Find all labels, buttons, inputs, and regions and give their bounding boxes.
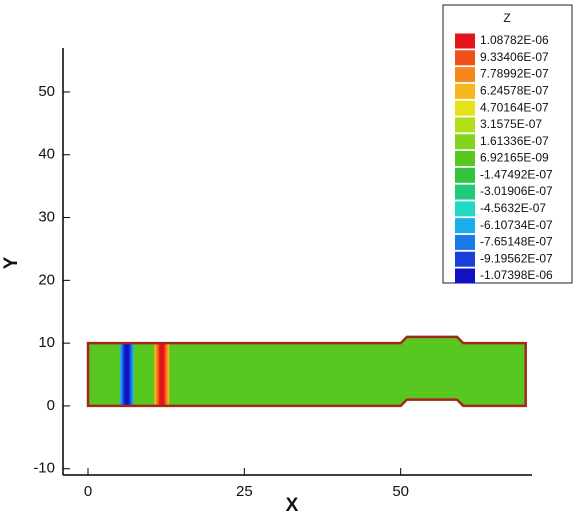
field <box>88 336 526 406</box>
legend-swatch <box>455 151 475 166</box>
legend: 1.08782E-06 9.33406E-07 7.78992E-07 6.24578… <box>455 33 553 284</box>
legend-swatch <box>455 67 475 83</box>
y-axis-label: Y <box>1 256 22 269</box>
x-axis-label: X <box>286 495 299 516</box>
legend-label: 1.08782E-06 <box>480 33 549 47</box>
legend-label: 1.61336E-07 <box>480 134 549 148</box>
legend-swatch <box>455 184 475 200</box>
legend-label: 3.1575E-07 <box>480 117 542 131</box>
y-tick-label: 50 <box>38 83 55 100</box>
legend-swatch <box>455 50 475 66</box>
legend-swatch <box>455 218 475 234</box>
y-tick-label: 30 <box>38 209 55 226</box>
legend-swatch <box>455 201 475 217</box>
legend-swatch <box>455 134 475 150</box>
x-tick-label: 0 <box>84 483 92 500</box>
y-tick-label: 10 <box>38 334 55 351</box>
legend-label: -1.07398E-06 <box>480 268 553 282</box>
stripe <box>124 336 130 406</box>
legend-swatch <box>455 83 475 99</box>
legend-swatch <box>455 251 475 267</box>
legend-label: -3.01906E-07 <box>480 184 553 198</box>
legend-swatch <box>455 117 475 133</box>
stripes <box>119 336 170 406</box>
y-tick-label: 40 <box>38 146 55 163</box>
y-tick-label: 20 <box>38 271 55 288</box>
legend-label: 7.78992E-07 <box>480 67 549 81</box>
y-tick-label: -10 <box>33 460 55 477</box>
legend-swatch <box>455 167 475 183</box>
legend-swatch <box>455 268 475 284</box>
legend-label: 9.33406E-07 <box>480 50 549 64</box>
legend-swatch <box>455 234 475 250</box>
outline <box>86 335 527 408</box>
legend-title: Z <box>503 11 510 25</box>
legend-label: -4.5632E-07 <box>480 201 546 215</box>
legend-swatch <box>455 33 475 49</box>
x-tick-label: 25 <box>236 483 253 500</box>
legend-label: 6.92165E-09 <box>480 151 549 165</box>
stripe <box>159 336 165 406</box>
legend-label: -7.65148E-07 <box>480 235 553 249</box>
x-tick-label: 50 <box>392 483 409 500</box>
legend-label: -1.47492E-07 <box>480 167 553 181</box>
y-tick-label: 0 <box>47 397 55 414</box>
legend-label: -9.19562E-07 <box>480 251 553 265</box>
legend-label: -6.10734E-07 <box>480 218 553 232</box>
legend-label: 4.70164E-07 <box>480 100 549 114</box>
legend-swatch <box>455 100 475 116</box>
legend-label: 6.24578E-07 <box>480 84 549 98</box>
